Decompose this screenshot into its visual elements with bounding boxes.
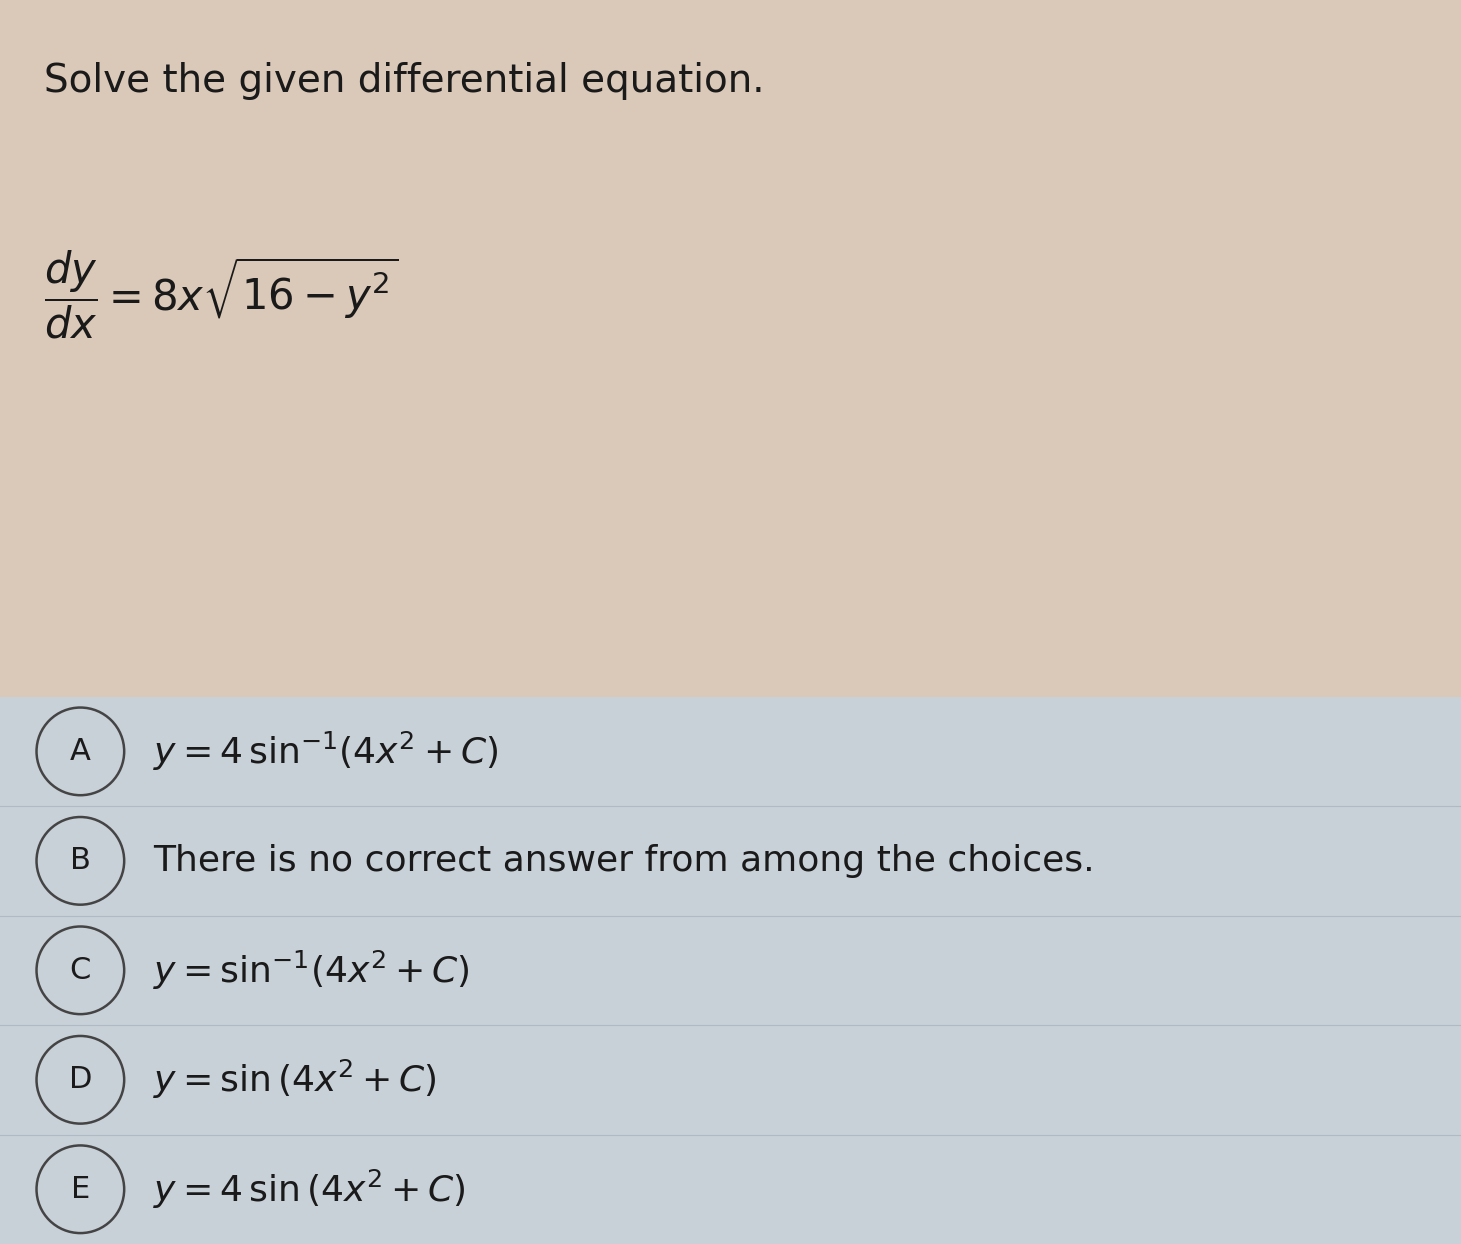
Ellipse shape xyxy=(37,708,124,795)
Text: Solve the given differential equation.: Solve the given differential equation. xyxy=(44,62,764,101)
FancyBboxPatch shape xyxy=(0,697,1461,1244)
Text: B: B xyxy=(70,846,91,876)
Text: There is no correct answer from among the choices.: There is no correct answer from among th… xyxy=(153,843,1096,878)
Text: $y = 4\,\mathrm{sin}\,(4x^2 + C)$: $y = 4\,\mathrm{sin}\,(4x^2 + C)$ xyxy=(153,1168,466,1210)
Text: $y = 4\,\mathrm{sin}^{-1}(4x^2 + C)$: $y = 4\,\mathrm{sin}^{-1}(4x^2 + C)$ xyxy=(153,730,500,773)
Text: E: E xyxy=(70,1174,91,1204)
Ellipse shape xyxy=(37,817,124,904)
Text: A: A xyxy=(70,736,91,766)
Text: $y = \mathrm{sin}\,(4x^2 + C)$: $y = \mathrm{sin}\,(4x^2 + C)$ xyxy=(153,1059,437,1101)
Ellipse shape xyxy=(37,1146,124,1233)
Ellipse shape xyxy=(37,1036,124,1123)
Text: C: C xyxy=(70,955,91,985)
Text: D: D xyxy=(69,1065,92,1095)
Text: $\dfrac{dy}{dx} = 8x\sqrt{16 - y^2}$: $\dfrac{dy}{dx} = 8x\sqrt{16 - y^2}$ xyxy=(44,249,399,341)
Ellipse shape xyxy=(37,927,124,1014)
Text: $y = \mathrm{sin}^{-1}(4x^2 + C)$: $y = \mathrm{sin}^{-1}(4x^2 + C)$ xyxy=(153,949,470,991)
